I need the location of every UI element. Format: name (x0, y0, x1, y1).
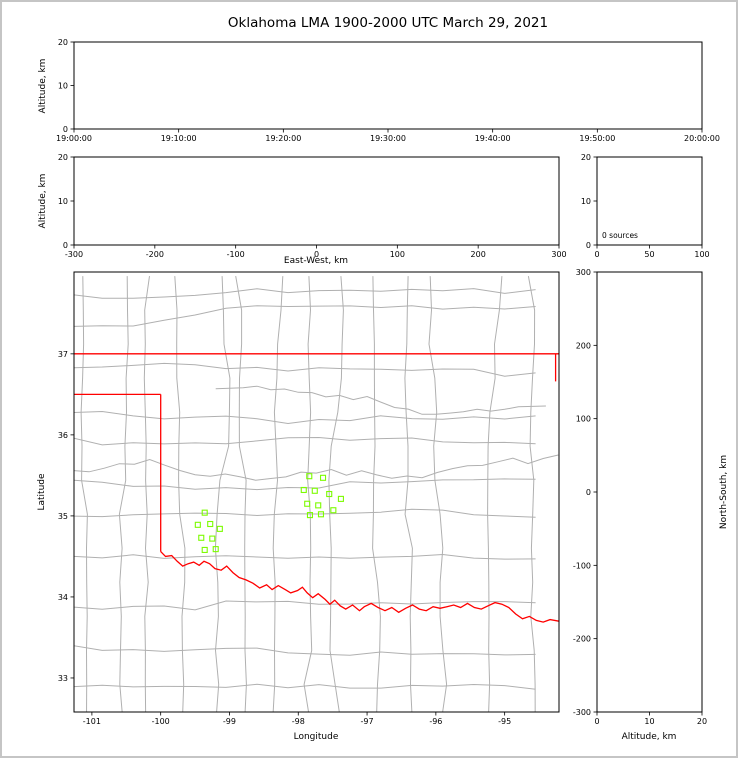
station-marker (194, 521, 201, 528)
svg-text:0: 0 (63, 241, 68, 250)
svg-text:0: 0 (586, 241, 591, 250)
station-marker (207, 520, 214, 528)
station-markers (194, 473, 344, 553)
station-marker (306, 512, 314, 519)
station-marker (216, 525, 223, 532)
svg-text:35: 35 (58, 512, 68, 521)
svg-text:-300: -300 (573, 708, 591, 717)
svg-text:19:20:00: 19:20:00 (265, 134, 301, 143)
svg-text:300: 300 (576, 268, 591, 277)
svg-text:10: 10 (644, 717, 654, 726)
panel-northsouth-altitude: 0 10 20 -300 -200 -100 0 100 200 300 (573, 268, 707, 726)
histogram-sources-count: 0 sources (602, 231, 638, 240)
ns-panel-xlabel: Altitude, km (621, 732, 677, 742)
station-marker (212, 546, 219, 553)
station-marker (319, 474, 327, 481)
station-marker (315, 502, 322, 509)
svg-text:-300: -300 (65, 250, 83, 259)
svg-text:-200: -200 (146, 250, 164, 259)
svg-text:300: 300 (551, 250, 566, 259)
svg-text:19:40:00: 19:40:00 (475, 134, 511, 143)
ew-panel-xlabel: East-West, km (283, 256, 349, 266)
map-ylabel: Latitude (37, 473, 47, 511)
svg-text:100: 100 (576, 415, 591, 424)
svg-text:-98: -98 (292, 717, 305, 726)
svg-text:0: 0 (314, 250, 319, 259)
svg-text:34: 34 (58, 593, 68, 602)
panel-altitude-histogram: 0 50 100 0 10 20 (581, 153, 710, 259)
svg-text:100: 100 (694, 250, 709, 259)
svg-text:200: 200 (471, 250, 486, 259)
svg-text:37: 37 (58, 350, 68, 359)
ns-panel-ylabel: North-South, km (719, 454, 729, 530)
svg-text:-97: -97 (361, 717, 374, 726)
station-marker (330, 507, 337, 514)
svg-text:20: 20 (581, 153, 591, 162)
svg-text:0: 0 (594, 717, 599, 726)
station-marker (198, 534, 205, 541)
svg-text:0: 0 (594, 250, 599, 259)
station-marker (306, 473, 313, 480)
svg-text:36: 36 (58, 431, 68, 440)
svg-text:100: 100 (390, 250, 405, 259)
station-marker (209, 535, 216, 542)
svg-text:10: 10 (581, 197, 591, 206)
svg-text:50: 50 (644, 250, 654, 259)
svg-text:19:50:00: 19:50:00 (579, 134, 615, 143)
station-marker (304, 500, 311, 507)
svg-text:0: 0 (63, 125, 68, 134)
svg-text:10: 10 (58, 197, 68, 206)
panel-plan-view: -101 -100 -99 -98 -97 -96 -95 33 34 35 36 37 (58, 271, 560, 726)
station-marker (337, 495, 344, 502)
svg-text:-95: -95 (498, 717, 511, 726)
svg-text:20:00:00: 20:00:00 (684, 134, 720, 143)
svg-text:20: 20 (58, 38, 68, 47)
time-panel-ylabel: Altitude, km (38, 58, 48, 114)
svg-text:20: 20 (58, 153, 68, 162)
state-border (74, 353, 559, 623)
svg-text:-100: -100 (573, 561, 591, 570)
svg-text:20: 20 (697, 717, 707, 726)
svg-text:-96: -96 (429, 717, 442, 726)
svg-text:-100: -100 (227, 250, 245, 259)
ew-panel-ylabel: Altitude, km (38, 173, 48, 229)
chart-title: Oklahoma LMA 1900-2000 UTC March 29, 202… (227, 15, 549, 31)
svg-text:-100: -100 (152, 717, 170, 726)
svg-text:19:00:00: 19:00:00 (56, 134, 92, 143)
station-marker (326, 490, 333, 498)
svg-text:-101: -101 (83, 717, 101, 726)
svg-text:10: 10 (58, 82, 68, 91)
svg-text:200: 200 (576, 341, 591, 350)
station-marker (311, 487, 318, 494)
svg-text:33: 33 (58, 674, 68, 683)
svg-text:-200: -200 (573, 635, 591, 644)
station-marker (201, 546, 208, 553)
county-lines (74, 276, 559, 712)
map-content (74, 276, 559, 712)
station-marker (317, 511, 325, 518)
svg-text:-99: -99 (223, 717, 236, 726)
panel-eastwest-altitude: -300 -200 -100 0 100 200 300 0 10 20 (58, 153, 567, 259)
panel-time-altitude: 19:00:00 19:10:00 19:20:00 19:30:00 19:40:00… (56, 38, 720, 143)
svg-text:0: 0 (586, 488, 591, 497)
svg-text:19:10:00: 19:10:00 (161, 134, 197, 143)
station-marker (300, 486, 307, 494)
station-marker (201, 509, 208, 516)
svg-text:19:30:00: 19:30:00 (370, 134, 406, 143)
map-xlabel: Longitude (293, 732, 339, 742)
